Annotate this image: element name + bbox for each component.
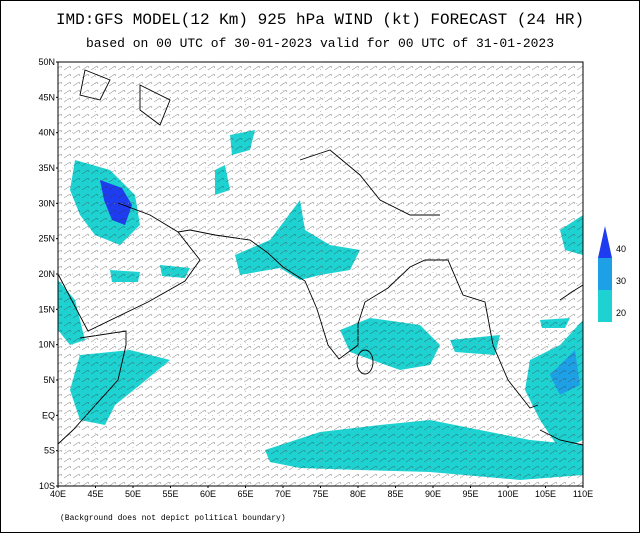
coastline [177,229,269,254]
coastline [356,349,374,375]
coastline [79,69,171,126]
lon-label: 50E [125,489,141,499]
lat-label: 20N [38,269,55,279]
legend: 40 30 20 [598,226,626,322]
lon-label: 75E [312,489,328,499]
boundary [299,149,440,216]
footnote: (Background does not depict political bo… [60,514,286,523]
coastline [539,284,584,446]
lon-label: 45E [87,489,103,499]
coastline [57,330,127,445]
lon-label: 65E [237,489,253,499]
lat-label: 40N [38,128,55,138]
lon-label: 100E [497,489,518,499]
legend-label: 30 [616,276,626,286]
lat-label: 15N [38,304,55,314]
lat-label: 5S [44,446,55,456]
lat-label: 5N [43,375,55,385]
lat-label: 30N [38,198,55,208]
lon-label: 80E [350,489,366,499]
subtitle: based on 00 UTC of 30-01-2023 valid for … [86,36,554,51]
legend-swatch [598,258,612,290]
lat-label: 10S [39,481,55,491]
lon-label: 55E [162,489,178,499]
lon-label: 90E [425,489,441,499]
lon-label: 95E [462,489,478,499]
lat-label: 50N [38,57,55,67]
lon-label: 70E [275,489,291,499]
lon-label: 60E [200,489,216,499]
legend-swatch [598,226,612,258]
legend-swatch [598,290,612,322]
legend-label: 20 [616,308,626,318]
legend-label: 40 [616,244,626,254]
lon-label: 110E [573,489,593,499]
lat-label: EQ [42,410,55,420]
lon-label: 40E [50,489,66,499]
coastline [267,252,539,409]
lat-label: 25N [38,234,55,244]
lon-label: 85E [387,489,403,499]
lon-label: 105E [535,489,556,499]
coastline [57,202,201,332]
lat-label: 45N [38,92,55,102]
lat-label: 35N [38,163,55,173]
lat-label: 10N [38,340,55,350]
title: IMD:GFS MODEL(12 Km) 925 hPa WIND (kt) F… [56,11,584,29]
